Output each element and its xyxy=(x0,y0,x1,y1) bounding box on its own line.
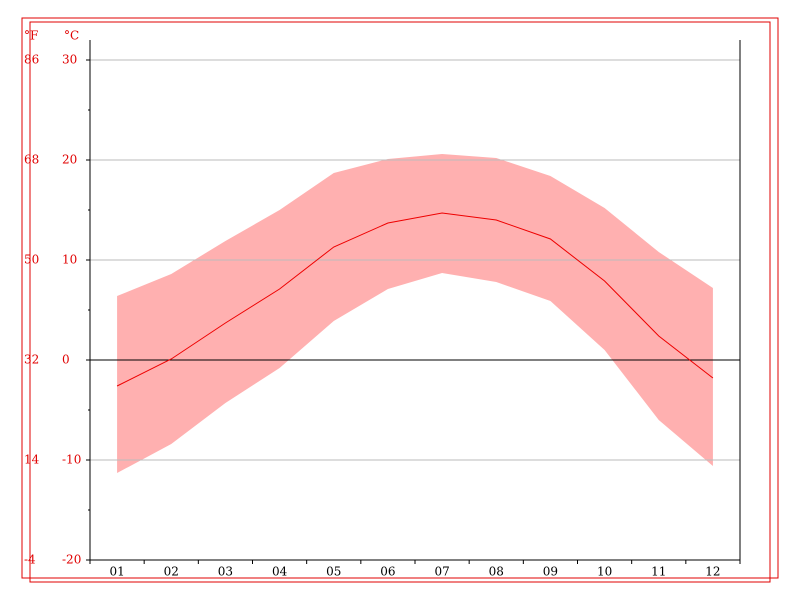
frame xyxy=(21,17,779,579)
y2-tick-label: 50 xyxy=(24,253,39,267)
y2-tick-label: 32 xyxy=(24,353,39,367)
y-tick-label: 0 xyxy=(62,353,70,367)
y2-tick-label: 68 xyxy=(24,153,39,167)
y2-unit: °F xyxy=(24,29,38,43)
x-tick-label: 02 xyxy=(164,565,179,579)
y-tick-label: -10 xyxy=(62,453,81,467)
y-tick-label: 20 xyxy=(62,153,77,167)
x-tick-label: 05 xyxy=(326,565,341,579)
y2-tick-label: 86 xyxy=(24,53,39,67)
temperature-range xyxy=(117,154,713,473)
x-tick-label: 03 xyxy=(218,565,233,579)
x-tick-label: 10 xyxy=(597,565,612,579)
mean-temperature-line xyxy=(116,212,714,387)
frame xyxy=(29,21,771,583)
x-tick-label: 11 xyxy=(651,565,666,579)
y-unit: °C xyxy=(64,29,79,43)
y-tick-label: 10 xyxy=(62,253,77,267)
y2-tick-label: 14 xyxy=(24,453,40,467)
x-tick-label: 06 xyxy=(380,565,395,579)
y2-tick-label: -4 xyxy=(24,553,36,567)
y-tick-label: -20 xyxy=(62,553,81,567)
x-tick-label: 01 xyxy=(109,565,124,579)
x-tick-label: 08 xyxy=(489,565,504,579)
x-tick-label: 09 xyxy=(543,565,558,579)
x-tick-label: 04 xyxy=(272,565,288,579)
x-tick-label: 07 xyxy=(434,565,449,579)
x-tick-label: 12 xyxy=(705,565,720,579)
y-tick-label: 30 xyxy=(62,53,77,67)
